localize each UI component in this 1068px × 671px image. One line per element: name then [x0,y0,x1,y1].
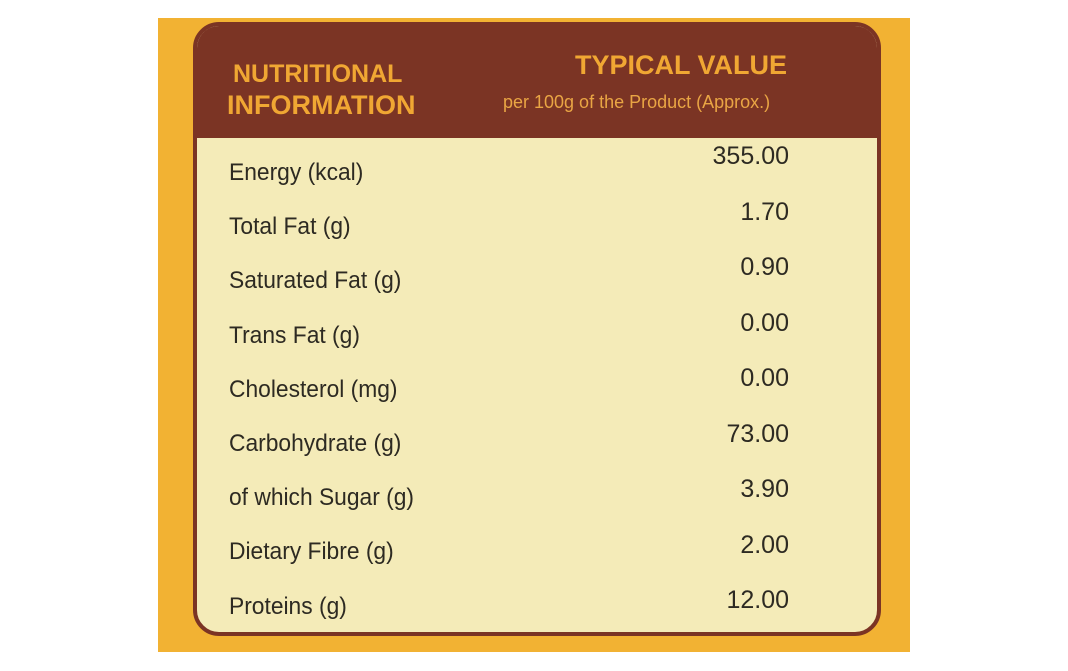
header-title: NUTRITIONAL [233,60,403,88]
nutrient-value: 355.00 [712,142,789,170]
nutrient-label: Total Fat (g) [229,213,351,241]
nutrient-label: Dietary Fibre (g) [229,538,394,566]
nutrient-label: Cholesterol (mg) [229,375,398,403]
nutrient-label: Proteins (g) [229,592,347,620]
nutrient-label: Saturated Fat (g) [229,267,402,295]
nutrient-value: 2.00 [740,530,789,559]
value-subtitle: per 100g of the Product (Approx.) [503,92,771,112]
nutrient-value: 1.70 [740,197,789,226]
value-title: TYPICAL VALUE [575,50,788,80]
nutrient-value: 0.90 [740,253,789,281]
nutrient-value: 0.00 [740,364,789,392]
nutrient-label: Carbohydrate (g) [229,430,402,457]
header: NUTRITIONAL INFORMATION TYPICAL VALUE pe… [197,26,877,138]
nutrient-value: 73.00 [726,419,789,448]
nutrient-value: 3.90 [740,475,789,503]
nutrition-panel: NUTRITIONAL INFORMATION TYPICAL VALUE pe… [193,22,881,636]
nutrient-value: 12.00 [726,586,789,614]
header-title: INFORMATION [227,90,416,120]
nutrient-label: Trans Fat (g) [229,321,360,349]
nutrient-label: of which Sugar (g) [229,484,415,512]
nutrient-label: Energy (kcal) [229,159,364,186]
nutrient-value: 0.00 [740,308,789,337]
label-photo: NUTRITIONAL INFORMATION TYPICAL VALUE pe… [158,18,910,652]
